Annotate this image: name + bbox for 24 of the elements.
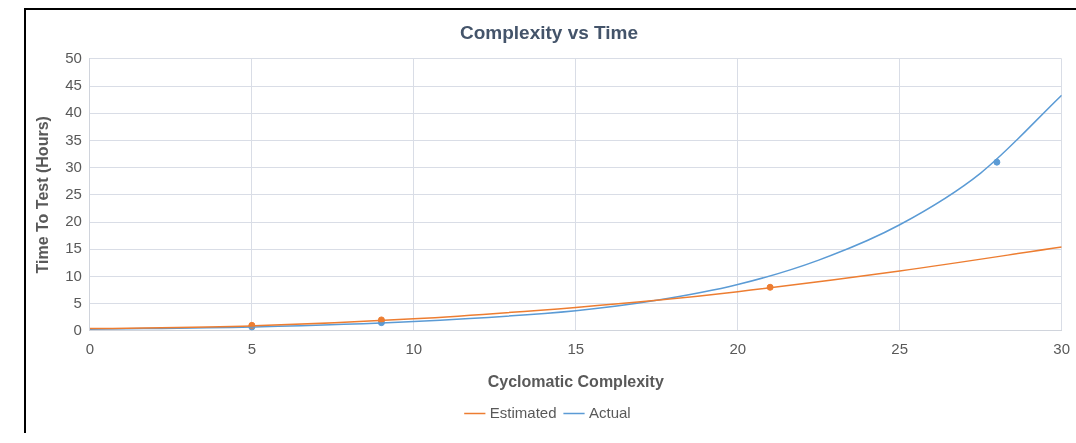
x-tick-label: 5 [247, 339, 257, 357]
x-tick-label: 30 [1053, 339, 1070, 357]
y-axis-title: Time To Test (Hours) [34, 116, 52, 274]
x-tick-label: 20 [729, 339, 747, 357]
x-tick-label: 0 [85, 339, 95, 357]
x-tick-label: 10 [405, 339, 423, 357]
y-tick-label: 0 [73, 320, 82, 338]
legend-label: Actual [589, 403, 631, 421]
y-tick-label: 45 [65, 76, 82, 94]
point [993, 158, 1001, 166]
y-tick-label: 15 [65, 239, 82, 257]
x-tick-label: 15 [567, 339, 585, 357]
y-tick-label: 25 [65, 184, 82, 202]
y-tick-label: 30 [65, 157, 82, 175]
y-tick-label: 40 [65, 103, 82, 121]
chart-title: Complexity vs Time [459, 21, 639, 43]
legend-label: Estimated [489, 403, 557, 421]
y-tick-label: 20 [65, 212, 82, 230]
x-axis-title: Cyclomatic Complexity [487, 372, 664, 390]
y-tick-label: 35 [65, 130, 82, 148]
y-tick-label: 10 [65, 266, 82, 284]
y-tick-label: 5 [73, 293, 82, 311]
x-tick-label: 25 [891, 339, 909, 357]
y-tick-label: 50 [65, 48, 82, 66]
